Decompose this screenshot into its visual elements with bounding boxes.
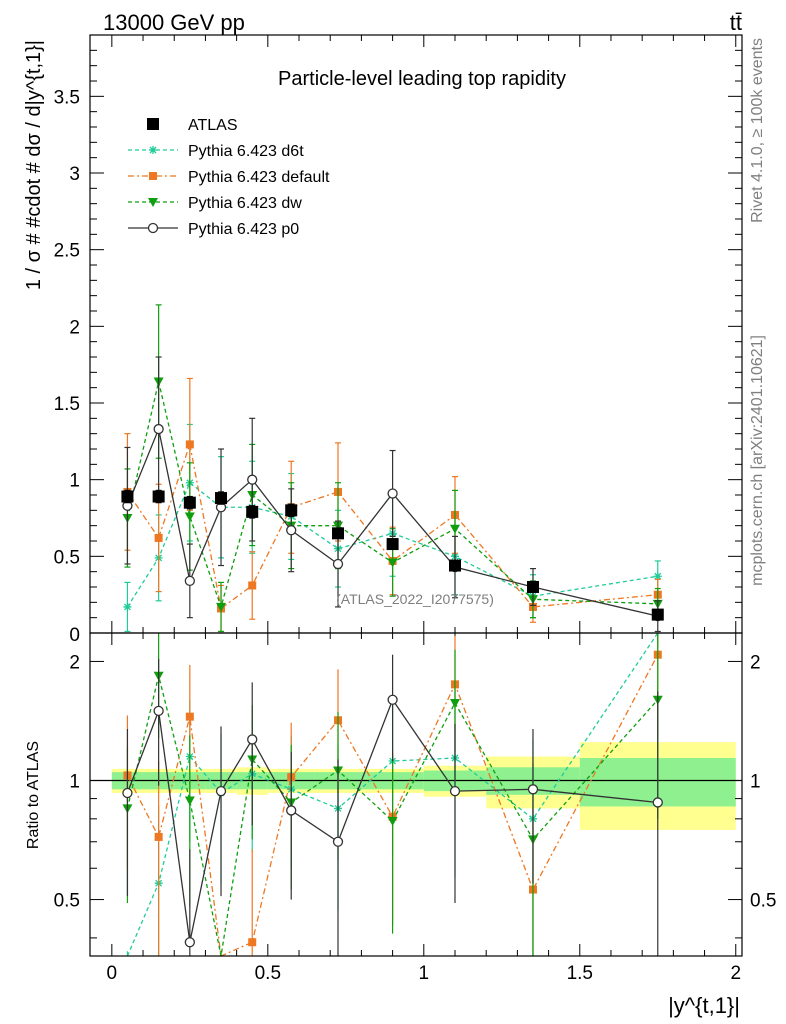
legend-label: ATLAS [188,117,238,134]
y-axis-label: 1 / σ # #cdot # dσ / d|y^{t,1}| [23,40,45,290]
legend-marker [147,222,159,234]
legend: ATLAS Pythia 6.423 d6t Pythia 6.423 defaul… [128,117,330,238]
ratio-y-tick-label-right: 0.5 [750,891,776,912]
ratio-point [286,805,297,816]
legend-label: Pythia 6.423 p0 [188,221,299,238]
data-point [184,575,195,587]
ratio-point [449,785,461,797]
ratio-y-axis-label: Ratio to ATLAS [25,741,42,849]
analysis-watermark: (ATLAS_2022_I2077575) [336,591,494,607]
mcplots-label: mcplots.cern.ch [arXiv:2401.10621] [749,335,766,586]
legend-item-atlas: ATLAS [147,117,238,134]
ratio-point [154,832,163,841]
y-tick-label: 0 [69,625,80,646]
ratio-point [652,797,663,808]
data-point [387,558,398,568]
data-point [185,440,194,449]
legend-label: Pythia 6.423 default [188,169,330,186]
series-line-pythia-6-423-default [126,441,658,610]
legend-marker [148,198,158,207]
ratio-point [332,836,344,847]
data-point [247,474,258,485]
legend-label: Pythia 6.423 d6t [188,143,304,160]
legend-item-pythia-6-423-default: Pythia 6.423 default [128,169,330,186]
ratio-point [184,796,195,806]
x-tick-label: 0 [107,963,118,984]
data-point [246,505,259,518]
y-tick-label: 3 [69,164,80,185]
data-point [286,525,297,536]
data-point [216,602,227,612]
series-atlas [121,489,664,621]
ratio-point [387,816,398,826]
data-point [285,504,298,517]
data-point [121,490,134,503]
ratio-y-tick-label: 1 [69,772,80,793]
data-point [386,538,399,551]
chart-title: Particle-level leading top rapidity [278,68,566,90]
ratio-point [387,694,398,705]
ratio-point [215,785,227,797]
y-tick-label: 0.5 [54,547,80,568]
ratio-point [153,705,164,717]
data-point [651,608,664,621]
x-axis-label: |y^{t,1}| [668,993,740,1018]
data-point [526,581,539,593]
series-pythia-6-423-p0 [122,356,663,633]
y-tick-label: 3.5 [54,87,80,108]
ratio-point [184,937,195,948]
x-tick-label: 1.5 [567,963,593,984]
x-tick-label: 2 [730,963,741,984]
energy-label: 13000 GeV pp [103,10,245,35]
ratio-y-tick-label-right: 1 [750,772,761,793]
data-point [332,558,344,570]
data-point [153,423,164,435]
legend-item-pythia-6-423-d6t: Pythia 6.423 d6t [128,143,304,160]
data-point [152,490,165,503]
ratio-point [122,787,133,799]
data-point [387,488,398,499]
data-point [183,496,196,509]
ratio-y-tick-label: 2 [69,652,80,673]
ratio-point [449,699,460,709]
data-series [121,304,664,957]
series-line-pythia-6-423-d6t [126,481,658,608]
data-point [184,512,195,522]
legend-label: Pythia 6.423 dw [188,195,302,212]
data-point [154,533,163,542]
ratio-y-tick-label: 0.5 [54,891,80,912]
x-tick-label: 1 [419,963,430,984]
data-point [332,527,345,540]
process-label: tt̄ [730,10,742,35]
legend-item-pythia-6-423-dw: Pythia 6.423 dw [128,195,302,212]
ratio-point [185,712,194,721]
y-tick-label: 1 [69,471,80,492]
data-point [448,559,461,572]
ratio-y-tick-label-right: 2 [750,652,761,673]
y-tick-label: 1.5 [54,394,80,415]
rivet-label: Rivet 4.1.0, ≥ 100k events [749,38,766,223]
ratio-point [527,784,539,795]
x-tick-label: 0.5 [255,963,281,984]
data-point [449,524,460,534]
legend-marker [149,172,157,180]
y-tick-label: 2 [69,317,80,338]
axes: 0 0.5 1 1.5 2 0.5 1 1.5 2 2.5 3 3.5 0 0.5 0.5 1 1 2 2 [54,35,776,984]
legend-marker [149,146,157,154]
ratio-plot-frame [89,632,743,957]
y-tick-label: 2.5 [54,241,80,262]
data-point [215,492,228,505]
ratio-point [248,938,257,947]
ratio-series-pythia-6-423-p0 [122,654,663,956]
legend-marker [147,118,159,130]
data-point [653,572,662,581]
data-point [123,602,132,611]
legend-item-pythia-6-423-p0: Pythia 6.423 p0 [128,221,299,238]
data-point [248,581,257,590]
ratio-point [247,734,258,745]
